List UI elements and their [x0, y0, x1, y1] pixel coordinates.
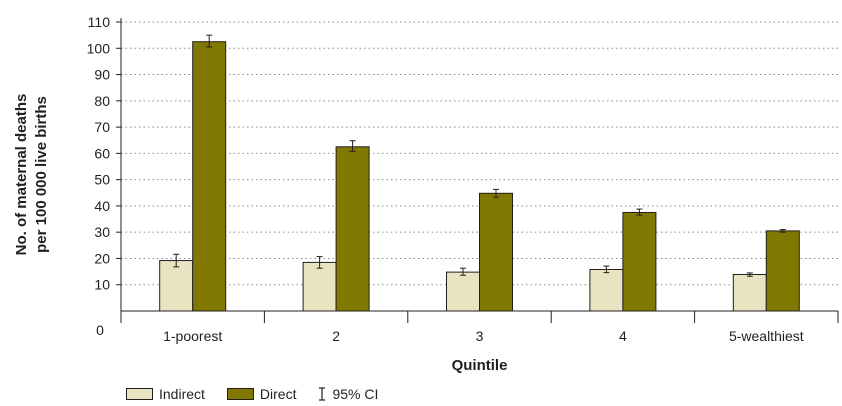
legend-swatch-indirect: [126, 388, 153, 400]
x-axis-ticks: 1-poorest 2 3 4 5-wealthiest: [120, 311, 839, 344]
x-axis-title: Quintile: [452, 357, 508, 374]
y-tick-label: 80: [94, 93, 110, 109]
y-axis-title: No. of maternal deaths per 100 000 live …: [13, 94, 50, 256]
axes: [120, 18, 838, 312]
error-bar-indirect-5: [746, 272, 753, 277]
y-tick-label: 30: [94, 224, 110, 240]
bar-direct-5: [765, 230, 800, 312]
x-tick-label: 3: [476, 328, 484, 344]
error-bar-indirect-2: [316, 256, 323, 269]
error-bar-icon: [319, 387, 326, 401]
error-bar-direct-5: [779, 229, 786, 233]
y-tick-label: 100: [87, 40, 111, 56]
bar-indirect-5: [732, 273, 767, 312]
error-bar-indirect-3: [460, 267, 466, 276]
y-axis-title-line-1: No. of maternal deaths: [13, 94, 30, 256]
y-tick-label: 10: [94, 277, 110, 293]
legend-label-indirect: Indirect: [159, 386, 205, 402]
legend-item-ci: 95% CI: [318, 386, 378, 402]
y-tick-label: 70: [94, 119, 110, 135]
error-bar-direct-2: [349, 140, 356, 152]
bar-direct-1: [192, 41, 227, 312]
legend-label-direct: Direct: [259, 386, 297, 402]
legend-item-direct: Direct: [226, 386, 297, 402]
error-bar-indirect-4: [603, 265, 610, 274]
y-tick-label: 90: [94, 67, 110, 83]
y-tick-label: 110: [88, 14, 111, 30]
bar-direct-2: [335, 146, 370, 312]
bars: [159, 41, 800, 312]
error-bar-direct-4: [636, 208, 643, 216]
y-axis-title-line-2: per 100 000 live births: [33, 96, 50, 253]
bar-direct-3: [479, 192, 513, 312]
x-tick-label: 5-wealthiest: [729, 328, 804, 344]
y-axis-ticks: 10 20 30 40 50 60 70 80 90 100 110: [87, 14, 121, 293]
bar-indirect-3: [446, 271, 480, 312]
x-tick-label: 4: [619, 328, 627, 344]
error-bar-direct-1: [206, 34, 213, 48]
bar-direct-4: [622, 211, 657, 312]
y-tick-label: 40: [94, 198, 110, 214]
bar-indirect-1: [159, 260, 194, 312]
chart: 10 20 30 40 50 60 70 80 90 100 110 1-poorest 2 3 4 5-w…: [13, 14, 839, 374]
legend-label-ci: 95% CI: [332, 386, 379, 402]
error-bar-direct-3: [493, 188, 499, 198]
legend-swatch-direct: [226, 388, 254, 400]
error-bar-indirect-1: [173, 253, 180, 268]
error-bars: [173, 34, 786, 277]
y-tick-label: 20: [94, 250, 110, 266]
legend-item-indirect: Indirect: [126, 386, 205, 402]
x-tick-label: 1-poorest: [163, 328, 222, 344]
bar-indirect-2: [302, 261, 337, 312]
bar-indirect-4: [589, 268, 624, 312]
y-tick-label: 50: [94, 172, 110, 188]
legend: Indirect Direct 95% CI: [126, 386, 400, 402]
y-axis-zero-label: 0: [96, 322, 104, 338]
y-tick-label: 60: [94, 145, 110, 161]
x-tick-label: 2: [332, 328, 340, 344]
